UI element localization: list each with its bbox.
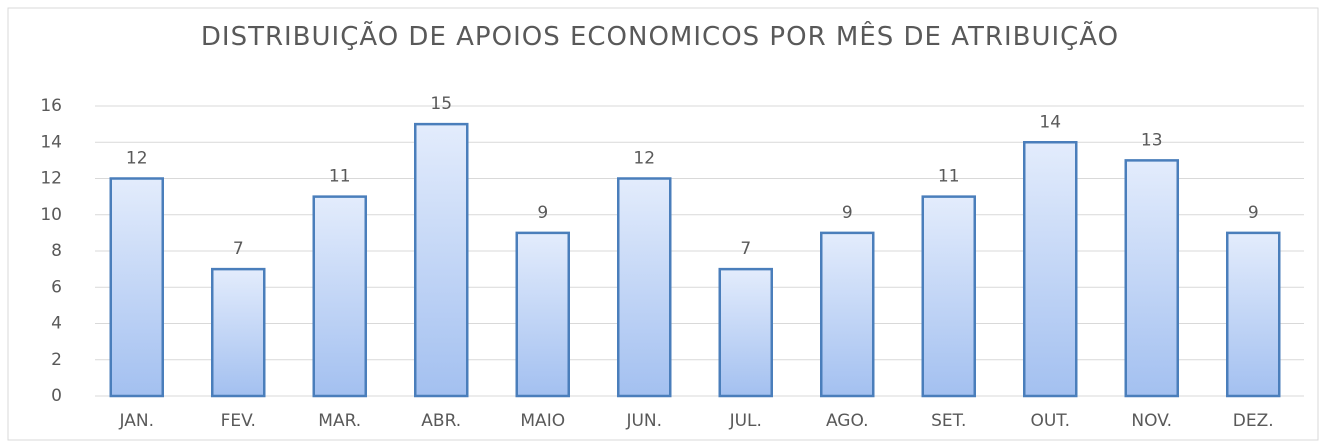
x-tick-label: ABR.	[421, 411, 461, 431]
x-tick-label: FEV.	[221, 411, 256, 431]
y-tick-label: 4	[51, 314, 62, 334]
bar	[515, 231, 570, 398]
bar	[414, 122, 469, 398]
bar	[109, 177, 164, 398]
x-tick-label: NOV.	[1131, 411, 1172, 431]
bar	[211, 267, 266, 398]
data-label: 9	[1248, 203, 1259, 223]
x-tick-label: JAN.	[119, 411, 154, 431]
y-tick-label: 14	[40, 132, 62, 152]
data-label: 9	[537, 203, 548, 223]
y-tick-label: 6	[51, 277, 62, 297]
bar	[1023, 141, 1078, 398]
bar	[617, 177, 672, 398]
x-tick-label: AGO.	[826, 411, 869, 431]
bar	[1226, 231, 1281, 398]
data-label: 11	[938, 167, 960, 187]
bar	[718, 267, 773, 398]
data-label: 12	[126, 149, 148, 169]
y-tick-label: 0	[51, 386, 62, 406]
chart-border	[7, 7, 1319, 441]
x-tick-label: MAIO	[520, 411, 565, 431]
x-tick-label: DEZ.	[1233, 411, 1274, 431]
y-tick-label: 10	[40, 205, 62, 225]
data-label: 14	[1039, 112, 1061, 132]
y-tick-label: 12	[40, 169, 62, 189]
data-label: 7	[740, 239, 751, 259]
data-label: 13	[1141, 130, 1163, 150]
y-tick-label: 8	[51, 241, 62, 261]
bar	[921, 195, 976, 398]
x-tick-label: OUT.	[1030, 411, 1070, 431]
x-tick-label: MAR.	[318, 411, 361, 431]
data-label: 12	[633, 149, 655, 169]
x-tick-label: SET.	[931, 411, 966, 431]
data-label: 7	[233, 239, 244, 259]
y-tick-label: 16	[40, 96, 62, 116]
data-label: 15	[430, 94, 452, 114]
x-tick-label: JUL.	[729, 411, 762, 431]
chart-title: DISTRIBUIÇÃO DE APOIOS ECONOMICOS POR MÊ…	[200, 22, 1120, 52]
bar	[312, 195, 367, 398]
data-label: 11	[329, 167, 351, 187]
x-tick-label: JUN.	[625, 411, 662, 431]
data-label: 9	[842, 203, 853, 223]
bar	[1124, 159, 1179, 398]
y-tick-label: 2	[51, 350, 62, 370]
bar	[820, 231, 875, 398]
